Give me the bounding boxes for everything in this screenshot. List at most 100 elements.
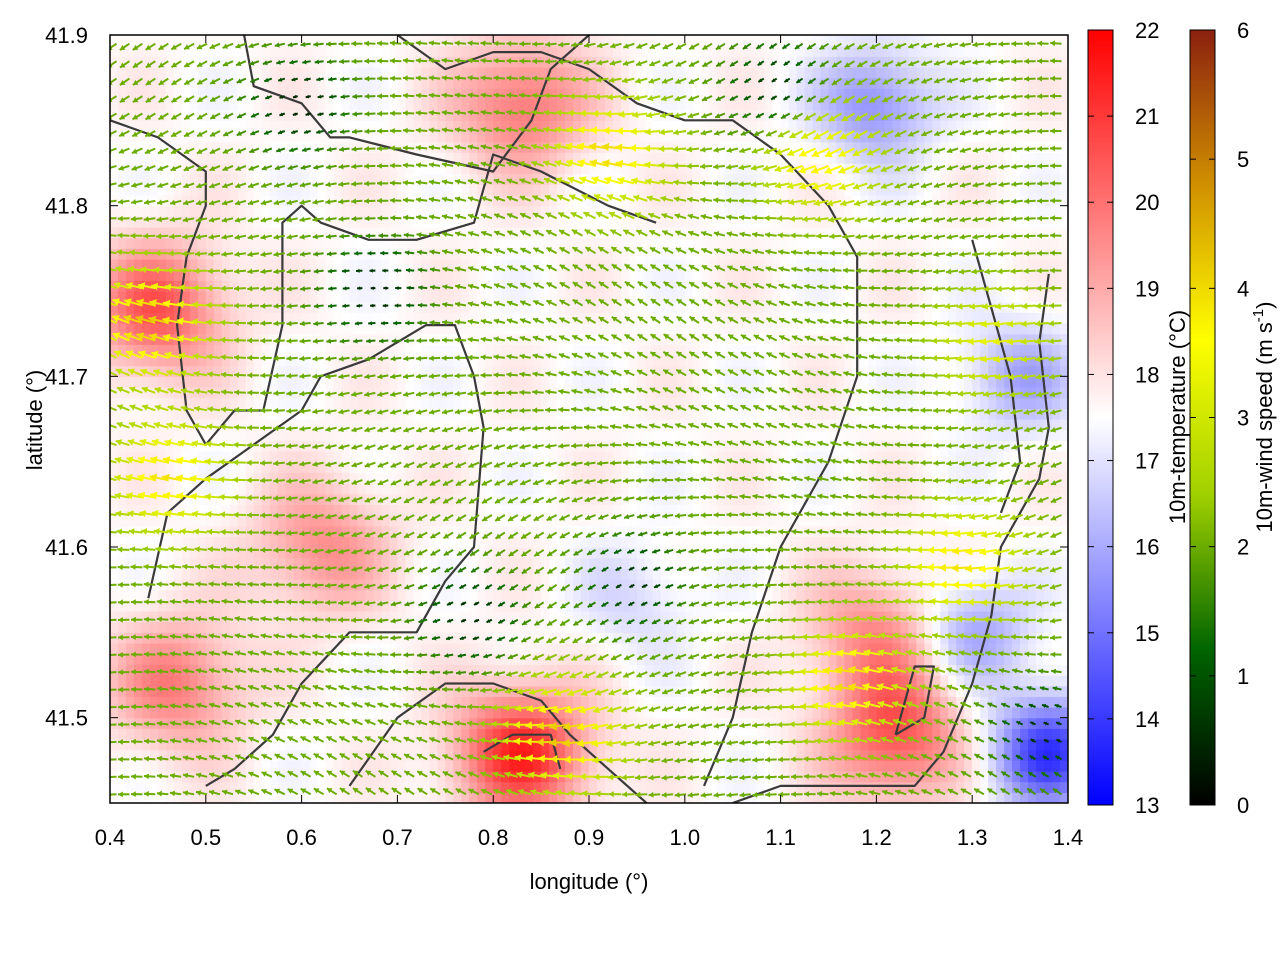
heatmap-cell xyxy=(301,259,311,271)
heatmap-cell xyxy=(229,504,239,516)
heatmap-cell xyxy=(589,504,598,516)
heatmap-cell xyxy=(309,557,319,569)
heatmap-cell xyxy=(133,440,143,452)
heatmap-cell xyxy=(357,301,367,313)
heatmap-cell xyxy=(173,632,183,644)
heatmap-cell xyxy=(309,45,319,57)
heatmap-cell xyxy=(253,461,263,473)
heatmap-cell xyxy=(181,109,191,121)
heatmap-cell xyxy=(253,67,263,79)
heatmap-cell xyxy=(229,408,239,420)
heatmap-cell xyxy=(213,88,223,100)
heatmap-cell xyxy=(181,35,191,47)
heatmap-cell xyxy=(197,259,207,271)
heatmap-cell xyxy=(229,600,239,612)
heatmap-cell xyxy=(110,792,119,803)
heatmap-cell xyxy=(117,173,127,185)
heatmap-cell xyxy=(397,184,406,196)
heatmap-cell xyxy=(133,600,143,612)
heatmap-cell xyxy=(301,483,311,495)
heatmap-cell xyxy=(317,355,327,367)
heatmap-cell xyxy=(197,451,207,463)
heatmap-cell xyxy=(149,355,159,367)
heatmap-cell xyxy=(213,291,223,303)
heatmap-cell xyxy=(213,205,223,217)
heatmap-cell xyxy=(253,515,263,527)
heatmap-cell xyxy=(285,643,295,655)
heatmap-cell xyxy=(357,45,367,57)
heatmap-cell xyxy=(317,675,327,687)
heatmap-cell xyxy=(165,173,175,185)
heatmap-cell xyxy=(317,99,327,111)
heatmap-cell xyxy=(189,728,199,740)
heatmap-cell xyxy=(309,99,319,111)
heatmap-cell xyxy=(181,749,191,761)
heatmap-cell xyxy=(644,301,654,313)
heatmap-cell xyxy=(293,131,303,143)
heatmap-cell xyxy=(437,344,446,356)
heatmap-cell xyxy=(573,557,582,569)
heatmap-cell xyxy=(110,547,119,559)
heatmap-cell xyxy=(277,760,287,772)
heatmap-cell xyxy=(261,493,271,505)
heatmap-cell xyxy=(333,248,343,260)
heatmap-cell xyxy=(213,515,223,527)
heatmap-cell xyxy=(237,504,247,516)
heatmap-cell xyxy=(509,451,518,463)
heatmap-cell xyxy=(501,67,510,79)
heatmap-cell xyxy=(557,429,566,441)
heatmap-cell xyxy=(349,67,359,79)
heatmap-cell xyxy=(493,397,502,409)
heatmap-cell xyxy=(261,152,271,164)
heatmap-cell xyxy=(525,205,534,217)
heatmap-cell xyxy=(149,67,159,79)
heatmap-cell xyxy=(149,301,159,313)
heatmap-cell xyxy=(429,77,438,89)
heatmap-cell xyxy=(509,589,518,601)
heatmap-cell xyxy=(413,589,422,601)
heatmap-cell xyxy=(269,451,279,463)
heatmap-cell xyxy=(421,728,430,740)
heatmap-cell xyxy=(557,376,566,388)
heatmap-cell xyxy=(269,227,279,239)
heatmap-cell xyxy=(229,141,239,153)
heatmap-cell xyxy=(325,781,335,793)
heatmap-cell xyxy=(189,280,199,292)
heatmap-cell xyxy=(389,536,398,548)
heatmap-cell xyxy=(309,195,319,207)
heatmap-cell xyxy=(501,675,510,687)
heatmap-cell xyxy=(333,259,343,271)
heatmap-cell xyxy=(469,557,478,569)
heatmap-cell xyxy=(357,728,367,740)
heatmap-cell xyxy=(221,728,231,740)
heatmap-cell xyxy=(652,536,662,548)
heatmap-cell xyxy=(253,760,263,772)
heatmap-cell xyxy=(589,781,598,793)
heatmap-cell xyxy=(437,99,446,111)
heatmap-cell xyxy=(293,600,303,612)
heatmap-cell xyxy=(205,323,215,335)
heatmap-cell xyxy=(405,312,414,324)
heatmap-cell xyxy=(565,131,574,143)
heatmap-cell xyxy=(333,675,343,687)
heatmap-cell xyxy=(117,344,127,356)
heatmap-cell xyxy=(333,109,343,121)
heatmap-cell xyxy=(533,376,542,388)
heatmap-cell xyxy=(333,280,343,292)
heatmap-cell xyxy=(477,504,486,516)
heatmap-cell xyxy=(205,685,215,697)
heatmap-cell xyxy=(205,461,215,473)
heatmap-cell xyxy=(229,280,239,292)
heatmap-cell xyxy=(110,227,119,239)
heatmap-cell xyxy=(285,685,295,697)
heatmap-cell xyxy=(253,291,263,303)
heatmap-cell xyxy=(325,685,335,697)
heatmap-cell xyxy=(117,504,127,516)
heatmap-cell xyxy=(253,312,263,324)
heatmap-cell xyxy=(413,301,422,313)
heatmap-cell xyxy=(517,760,526,772)
heatmap-cell xyxy=(157,515,167,527)
heatmap-cell xyxy=(245,472,255,484)
heatmap-cell xyxy=(501,259,510,271)
heatmap-cell xyxy=(469,760,478,772)
